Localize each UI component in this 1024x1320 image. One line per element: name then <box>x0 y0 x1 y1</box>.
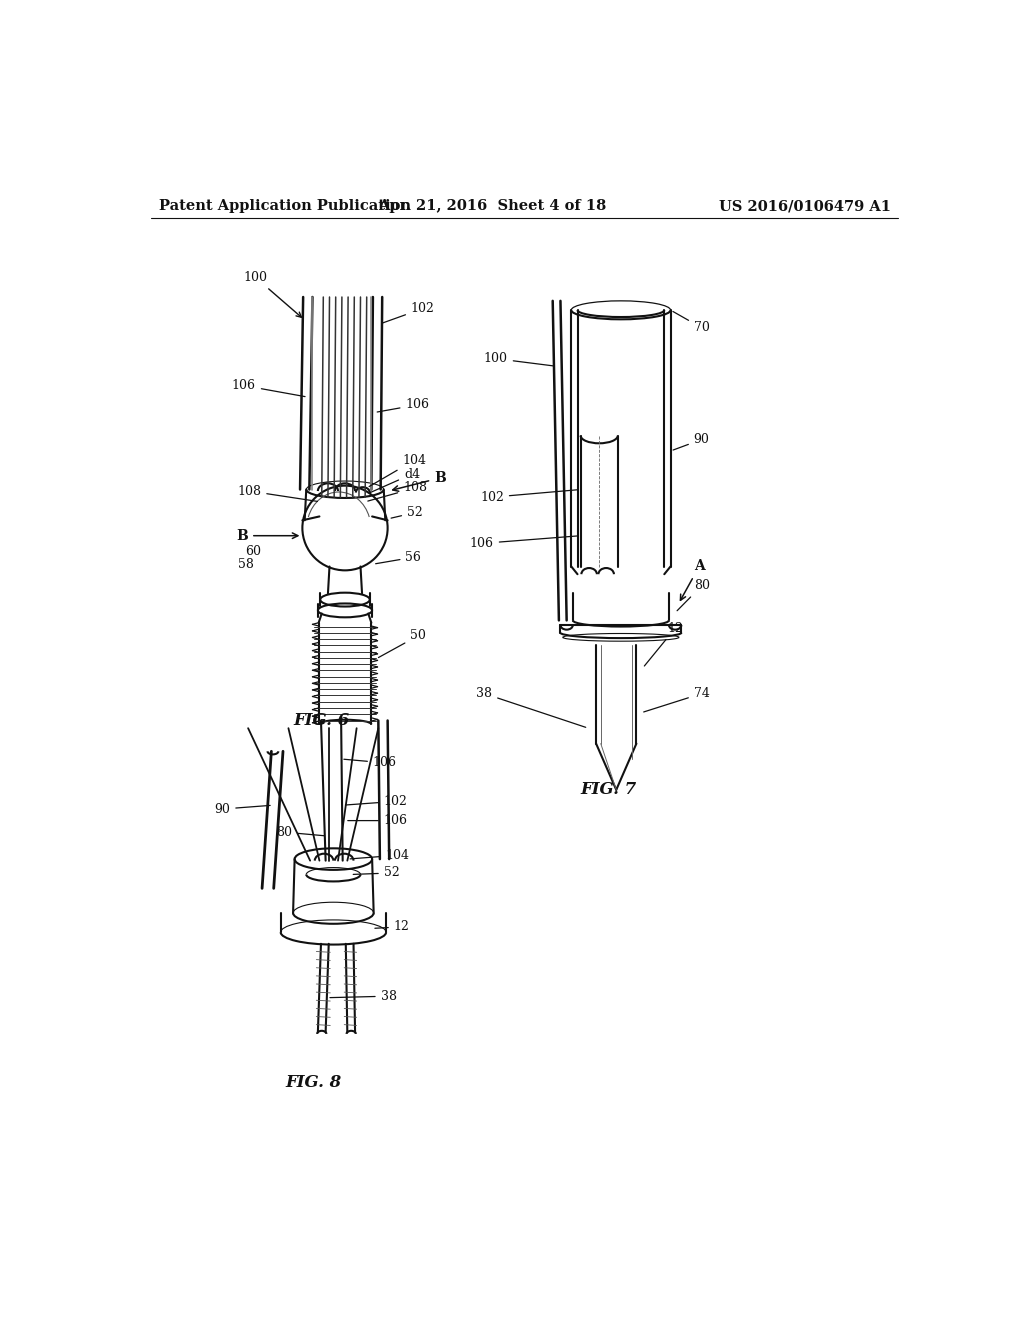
Text: 74: 74 <box>644 686 710 711</box>
Text: 104: 104 <box>369 454 426 487</box>
Text: 38: 38 <box>330 990 396 1003</box>
Text: 108: 108 <box>238 484 317 502</box>
Text: 106: 106 <box>377 399 429 412</box>
Text: Patent Application Publication: Patent Application Publication <box>159 199 411 213</box>
Text: 58: 58 <box>238 558 254 572</box>
Text: FIG. 7: FIG. 7 <box>581 781 637 799</box>
Text: 80: 80 <box>276 825 325 838</box>
Text: 100: 100 <box>244 271 301 317</box>
Text: FIG. 8: FIG. 8 <box>286 1074 342 1090</box>
Text: 52: 52 <box>353 866 399 879</box>
Text: 100: 100 <box>483 352 554 366</box>
Text: 106: 106 <box>344 756 397 770</box>
Text: 60: 60 <box>246 545 261 557</box>
Text: 56: 56 <box>376 550 421 564</box>
Text: 80: 80 <box>677 579 710 611</box>
Text: Apr. 21, 2016  Sheet 4 of 18: Apr. 21, 2016 Sheet 4 of 18 <box>378 199 606 213</box>
Text: 12: 12 <box>644 622 683 667</box>
Text: 104: 104 <box>350 849 410 862</box>
Text: 102: 102 <box>345 795 408 808</box>
Text: B: B <box>393 471 445 491</box>
Text: 106: 106 <box>470 536 578 550</box>
Text: 102: 102 <box>383 302 435 323</box>
Text: 12: 12 <box>375 920 410 933</box>
Text: 50: 50 <box>379 630 426 657</box>
Text: d4: d4 <box>370 467 420 492</box>
Text: A: A <box>680 560 705 601</box>
Text: 70: 70 <box>673 312 710 334</box>
Text: 90: 90 <box>214 803 270 816</box>
Text: 38: 38 <box>476 686 586 727</box>
Text: B: B <box>237 529 298 543</box>
Text: US 2016/0106479 A1: US 2016/0106479 A1 <box>719 199 891 213</box>
Text: 90: 90 <box>673 433 710 450</box>
Text: 52: 52 <box>391 506 423 519</box>
Text: 106: 106 <box>348 814 408 828</box>
Text: 108: 108 <box>368 482 427 502</box>
Text: 102: 102 <box>480 490 578 504</box>
Text: FIG. 6: FIG. 6 <box>294 711 350 729</box>
Text: 106: 106 <box>231 379 305 396</box>
